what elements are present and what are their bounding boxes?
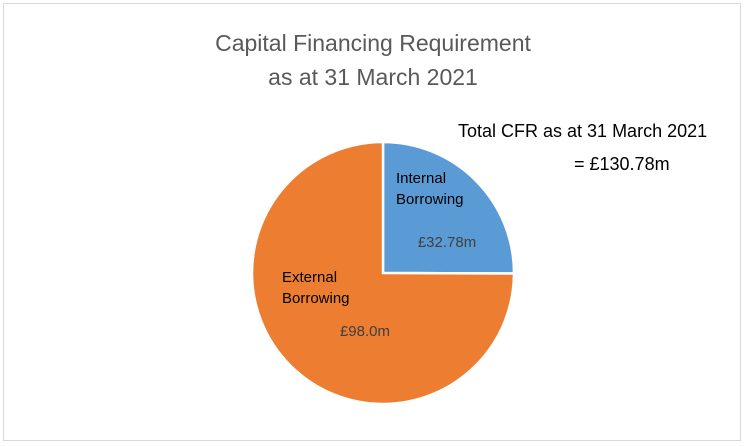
pie-slice-external-borrowing <box>250 140 516 406</box>
total-cfr-label: Total CFR as at 31 March 2021 <box>458 121 708 141</box>
total-cfr-value: = £130.78m <box>574 154 670 174</box>
slice-label-line: Borrowing <box>282 290 350 307</box>
chart-title-line-2: as at 31 March 2021 <box>268 64 478 90</box>
chart-title-line-1: Capital Financing Requirement <box>215 30 531 56</box>
slice-label-line: Internal <box>396 170 446 187</box>
pie-slice-internal-borrowing <box>381 140 516 275</box>
slice-value-label: £32.78m <box>418 234 476 251</box>
slice-value-label: £98.0m <box>340 323 390 340</box>
slice-label-line: External <box>282 269 337 286</box>
slice-label-line: Borrowing <box>396 191 464 208</box>
